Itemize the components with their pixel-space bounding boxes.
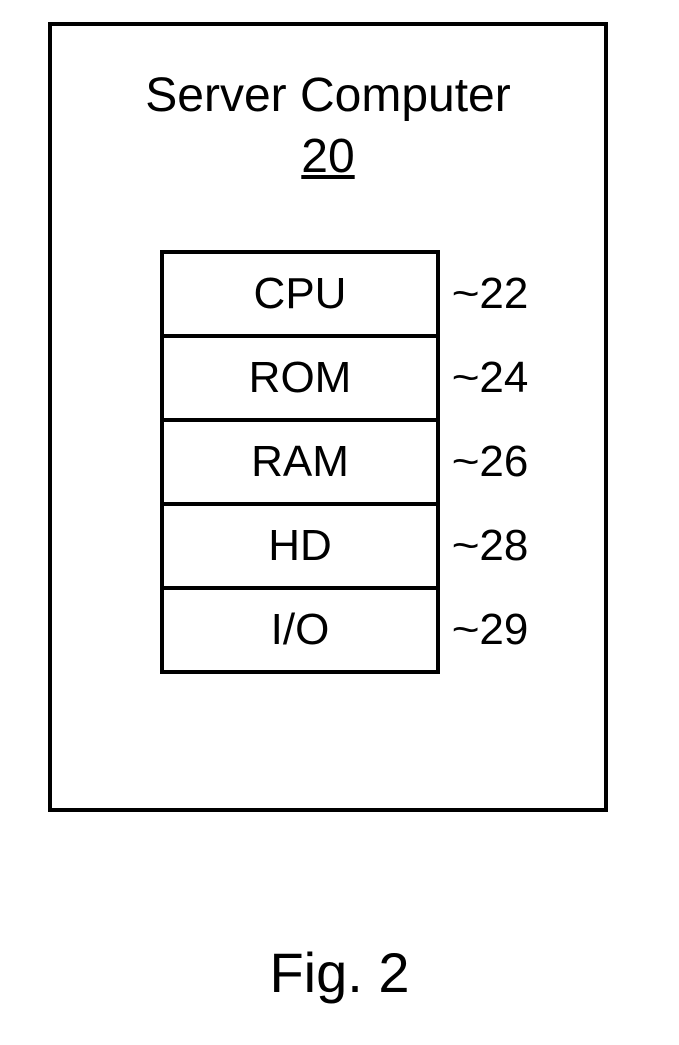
component-ref-number: 24 (479, 353, 528, 403)
component-row: HD~28 (160, 502, 440, 590)
component-row: I/O~29 (160, 586, 440, 674)
component-row: CPU~22 (160, 250, 440, 338)
tilde-icon: ~ (452, 524, 480, 569)
component-row: ROM~24 (160, 334, 440, 422)
component-ref-number: 28 (479, 521, 528, 571)
tilde-icon: ~ (452, 608, 480, 653)
server-block: Server Computer 20 CPU~22ROM~24RAM~26HD~… (48, 22, 608, 812)
component-label: ROM (249, 353, 352, 403)
components-stack: CPU~22ROM~24RAM~26HD~28I/O~29 (160, 250, 440, 674)
component-ref-number: 29 (479, 605, 528, 655)
tilde-icon: ~ (452, 356, 480, 401)
component-ref: ~28 (454, 521, 528, 571)
title-block: Server Computer 20 (52, 68, 604, 184)
component-label: RAM (251, 437, 349, 487)
tilde-icon: ~ (452, 272, 480, 317)
component-ref-number: 26 (479, 437, 528, 487)
component-row: RAM~26 (160, 418, 440, 506)
diagram-title: Server Computer (52, 68, 604, 123)
diagram-title-ref: 20 (52, 129, 604, 184)
component-ref: ~26 (454, 437, 528, 487)
tilde-icon: ~ (452, 440, 480, 485)
figure-caption: Fig. 2 (0, 940, 679, 1005)
component-ref: ~29 (454, 605, 528, 655)
component-ref: ~24 (454, 353, 528, 403)
component-label: CPU (254, 269, 347, 319)
component-label: HD (268, 521, 332, 571)
component-label: I/O (271, 605, 330, 655)
component-ref-number: 22 (479, 269, 528, 319)
component-ref: ~22 (454, 269, 528, 319)
